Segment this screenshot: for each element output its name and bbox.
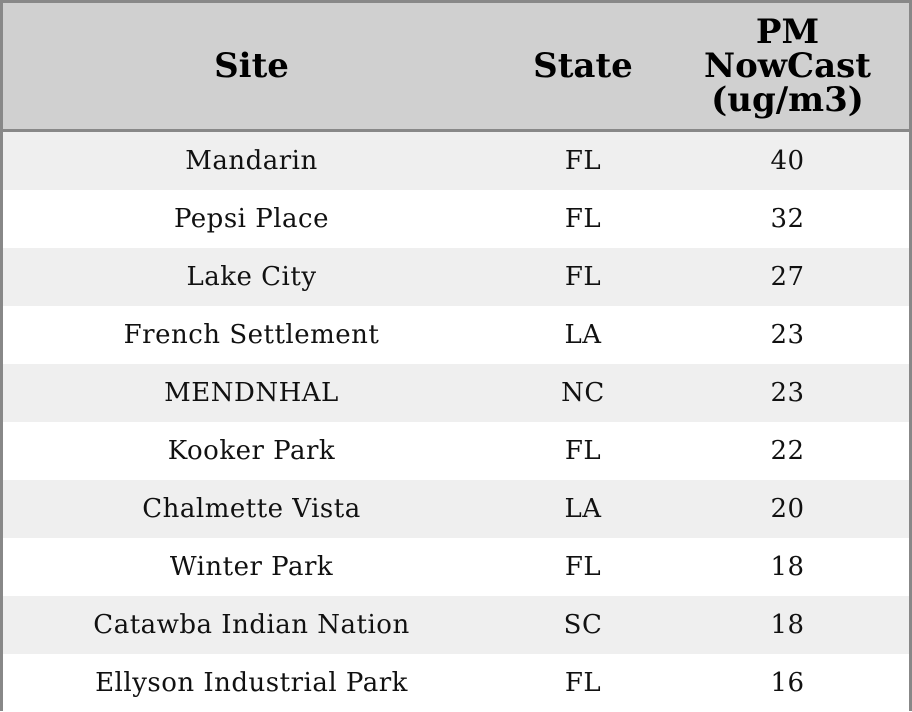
table-row: MENDNHAL NC 23 xyxy=(3,364,909,422)
table-cell: 32 xyxy=(770,204,805,234)
table-cell: FL xyxy=(564,204,602,234)
table-cell: SC xyxy=(563,610,603,640)
table-row: Pepsi Place FL 32 xyxy=(3,190,909,248)
table-row: Ellyson Industrial Park FL 16 xyxy=(3,654,909,712)
table-cell: NC xyxy=(561,378,605,408)
table-cell: 18 xyxy=(770,610,805,640)
table-row: Mandarin FL 40 xyxy=(3,132,909,190)
header-line: NowCast xyxy=(704,46,871,86)
table-cell: Chalmette Vista xyxy=(142,494,361,524)
header-cell: Site xyxy=(214,46,289,86)
table-cell: FL xyxy=(564,668,602,698)
table-cell: 23 xyxy=(770,320,805,350)
table-cell: 22 xyxy=(770,436,805,466)
table-cell: French Settlement xyxy=(123,320,380,350)
header-cell: State xyxy=(533,46,633,86)
table-cell: FL xyxy=(564,262,602,292)
header-line: PM xyxy=(755,12,820,52)
table-row: Catawba Indian Nation SC 18 xyxy=(3,596,909,654)
table-cell: Kooker Park xyxy=(167,436,336,466)
table-cell: 40 xyxy=(770,146,805,176)
table-row: Lake City FL 27 xyxy=(3,248,909,306)
table-cell: Pepsi Place xyxy=(173,204,330,234)
table-cell: FL xyxy=(564,552,602,582)
table-row: Kooker Park FL 22 xyxy=(3,422,909,480)
table-cell: 27 xyxy=(770,262,805,292)
header-row: Site State PM NowCast (ug/m3) xyxy=(3,3,909,132)
table-row: French Settlement LA 23 xyxy=(3,306,909,364)
table-cell: 18 xyxy=(770,552,805,582)
table-cell: Catawba Indian Nation xyxy=(93,610,410,640)
table-row: Chalmette Vista LA 20 xyxy=(3,480,909,538)
table-row: Winter Park FL 18 xyxy=(3,538,909,596)
table-cell: FL xyxy=(564,146,602,176)
table-cell: Mandarin xyxy=(185,146,318,176)
table-cell: FL xyxy=(564,436,602,466)
table-cell: MENDNHAL xyxy=(164,378,339,408)
table-cell: 20 xyxy=(770,494,805,524)
table-cell: 23 xyxy=(770,378,805,408)
table-cell: Winter Park xyxy=(169,552,334,582)
table-cell: LA xyxy=(564,320,602,350)
table-cell: Lake City xyxy=(186,262,317,292)
header-line: (ug/m3) xyxy=(711,80,864,120)
header-cell: PM NowCast (ug/m3) xyxy=(666,3,909,129)
table-cell: 16 xyxy=(770,668,805,698)
table-cell: Ellyson Industrial Park xyxy=(95,668,408,698)
table-cell: LA xyxy=(564,494,602,524)
